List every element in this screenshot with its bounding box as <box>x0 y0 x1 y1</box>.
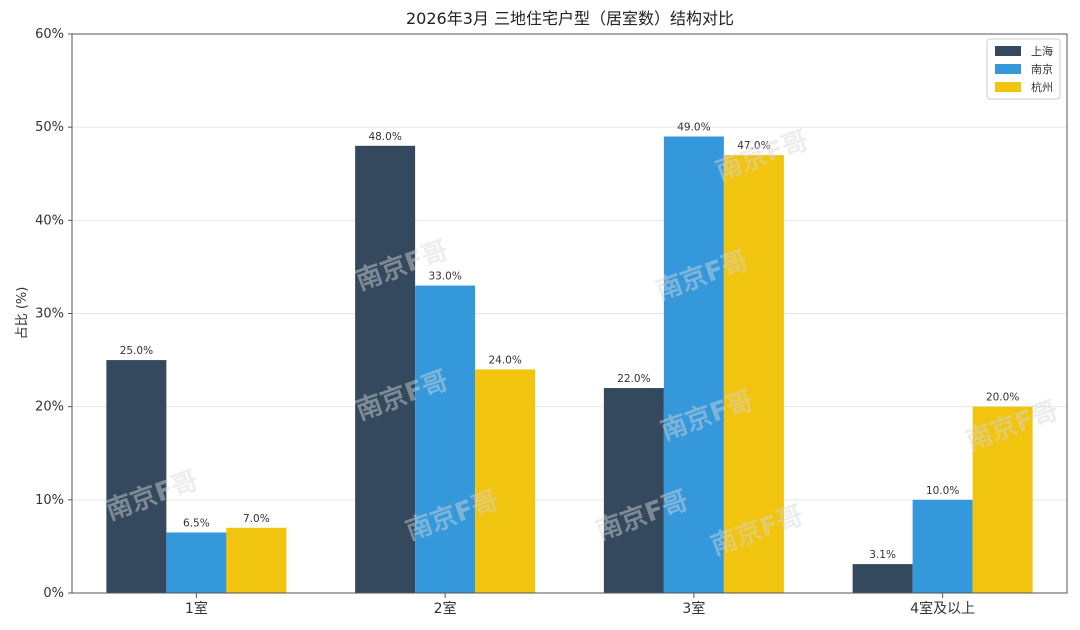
data-label: 22.0% <box>617 373 650 385</box>
y-tick-label: 10% <box>35 493 64 508</box>
y-tick-label: 30% <box>35 307 64 322</box>
data-label: 24.0% <box>488 354 521 366</box>
y-tick-label: 60% <box>35 27 64 42</box>
data-labels: 25.0% 6.5% 7.0% 48.0% 33.0% 24.0% 22.0% 49.0% 47… <box>120 121 1020 561</box>
bar <box>912 499 973 593</box>
legend-label: 杭州 <box>1031 80 1053 94</box>
data-label: 3.1% <box>869 549 896 561</box>
legend-swatch <box>995 82 1021 92</box>
chart-title: 2026年3月 三地住宅户型（居室数）结构对比 <box>406 9 734 28</box>
data-label: 7.0% <box>243 513 270 525</box>
bar <box>663 136 724 593</box>
bar <box>106 360 167 593</box>
x-tick-label: 4室及以上 <box>910 600 975 617</box>
x-tick-label: 3室 <box>682 600 705 617</box>
bars <box>106 136 1033 594</box>
x-tick-label: 2室 <box>434 600 457 617</box>
data-label: 6.5% <box>183 517 210 529</box>
y-axis-label: 占比 (%) <box>15 287 30 340</box>
legend-swatch <box>995 64 1021 74</box>
data-label: 25.0% <box>120 345 153 357</box>
bar <box>723 155 784 593</box>
x-axis-ticks: 1室 2室 3室 4室及以上 <box>185 593 975 617</box>
y-tick-label: 50% <box>35 120 64 135</box>
bar <box>972 406 1033 593</box>
y-tick-label: 20% <box>35 400 64 415</box>
y-axis-ticks: 0% 10% 20% 30% 40% 50% 60% <box>35 27 72 601</box>
y-tick-label: 40% <box>35 213 64 228</box>
bar <box>475 369 536 593</box>
legend-label: 南京 <box>1031 62 1053 76</box>
bar <box>355 145 416 594</box>
x-tick-label: 1室 <box>185 600 208 617</box>
data-label: 49.0% <box>677 121 710 133</box>
bar <box>603 388 664 593</box>
data-label: 20.0% <box>986 392 1019 404</box>
bar <box>166 532 227 593</box>
bar <box>415 285 476 593</box>
legend-swatch <box>995 46 1021 56</box>
data-label: 47.0% <box>737 140 770 152</box>
data-label: 10.0% <box>926 485 959 497</box>
legend-label: 上海 <box>1031 44 1053 58</box>
data-label: 33.0% <box>428 271 461 283</box>
bar <box>226 527 287 593</box>
data-label: 48.0% <box>368 131 401 143</box>
y-tick-label: 0% <box>43 586 64 601</box>
bar <box>852 564 913 593</box>
